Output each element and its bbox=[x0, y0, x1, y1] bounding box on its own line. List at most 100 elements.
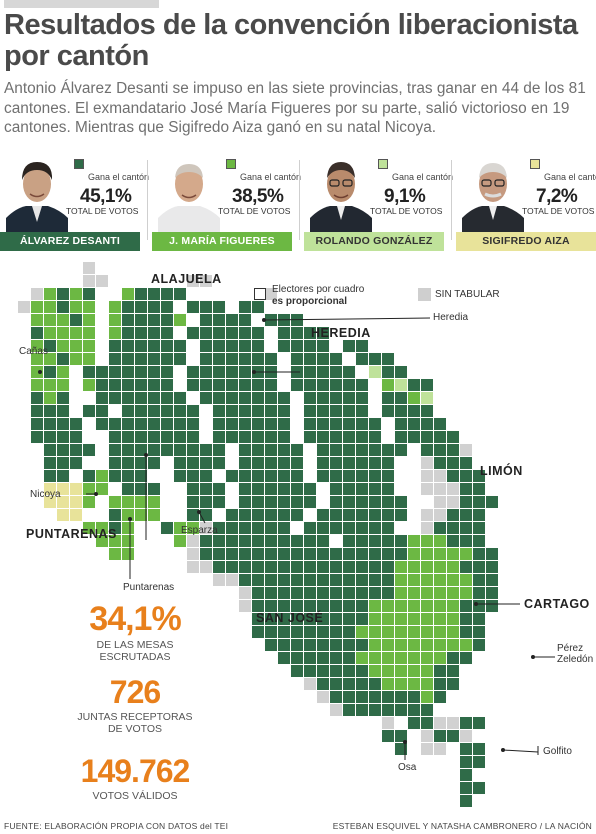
candidate-photo-figueres bbox=[158, 152, 220, 232]
map-cell bbox=[382, 535, 394, 547]
map-cell bbox=[343, 574, 355, 586]
map-cell bbox=[57, 457, 69, 469]
map-cell bbox=[278, 600, 290, 612]
map-cell bbox=[161, 366, 173, 378]
map-cell bbox=[434, 652, 446, 664]
map-cell bbox=[330, 418, 342, 430]
map-cell bbox=[200, 366, 212, 378]
map-cell bbox=[83, 353, 95, 365]
map-cell bbox=[187, 509, 199, 521]
map-cell bbox=[291, 379, 303, 391]
map-cell bbox=[239, 587, 251, 599]
map-cell bbox=[57, 353, 69, 365]
map-cell bbox=[421, 483, 433, 495]
map-cell bbox=[447, 535, 459, 547]
map-cell bbox=[135, 509, 147, 521]
map-cell bbox=[382, 600, 394, 612]
map-cell bbox=[265, 444, 277, 456]
map-cell bbox=[213, 561, 225, 573]
map-cell bbox=[317, 600, 329, 612]
map-cell bbox=[330, 353, 342, 365]
map-cell bbox=[239, 327, 251, 339]
map-cell bbox=[356, 678, 368, 690]
map-cell bbox=[200, 496, 212, 508]
map-cell bbox=[135, 327, 147, 339]
map-cell bbox=[239, 392, 251, 404]
map-cell bbox=[382, 730, 394, 742]
map-cell bbox=[291, 509, 303, 521]
candidate-wins-label: Gana el cantón bbox=[544, 172, 596, 182]
map-cell bbox=[356, 379, 368, 391]
map-cell bbox=[395, 418, 407, 430]
map-cell bbox=[343, 496, 355, 508]
map-cell bbox=[70, 314, 82, 326]
canton-grid-map bbox=[18, 262, 555, 807]
map-cell bbox=[421, 509, 433, 521]
map-cell bbox=[395, 561, 407, 573]
map-cell bbox=[44, 431, 56, 443]
map-cell bbox=[447, 431, 459, 443]
map-cell bbox=[213, 353, 225, 365]
map-cell bbox=[31, 301, 43, 313]
map-cell bbox=[473, 782, 485, 794]
map-cell bbox=[200, 301, 212, 313]
map-cell bbox=[356, 418, 368, 430]
map-cell bbox=[369, 613, 381, 625]
map-cell bbox=[447, 548, 459, 560]
canton-label-puntarenas: Puntarenas bbox=[123, 582, 175, 593]
map-cell bbox=[421, 561, 433, 573]
map-cell bbox=[460, 743, 472, 755]
map-cell bbox=[356, 353, 368, 365]
map-cell bbox=[278, 652, 290, 664]
map-cell bbox=[486, 496, 498, 508]
map-cell bbox=[83, 262, 95, 274]
map-cell bbox=[200, 470, 212, 482]
map-cell bbox=[330, 613, 342, 625]
map-cell bbox=[109, 366, 121, 378]
map-cell bbox=[382, 665, 394, 677]
map-cell bbox=[252, 574, 264, 586]
map-cell bbox=[395, 613, 407, 625]
map-cell bbox=[122, 535, 134, 547]
map-cell bbox=[252, 405, 264, 417]
map-cell bbox=[317, 678, 329, 690]
map-cell bbox=[239, 340, 251, 352]
map-cell bbox=[226, 340, 238, 352]
map-cell bbox=[421, 717, 433, 729]
map-cell bbox=[408, 613, 420, 625]
stat-juntas: 726 JUNTAS RECEPTORAS DE VOTOS bbox=[50, 676, 220, 735]
map-cell bbox=[161, 392, 173, 404]
map-cell bbox=[265, 418, 277, 430]
map-cell bbox=[382, 392, 394, 404]
map-cell bbox=[265, 509, 277, 521]
map-cell bbox=[382, 717, 394, 729]
map-cell bbox=[174, 470, 186, 482]
map-cell bbox=[239, 561, 251, 573]
map-cell bbox=[187, 483, 199, 495]
map-cell bbox=[369, 496, 381, 508]
stat-caption: JUNTAS RECEPTORAS bbox=[77, 711, 193, 723]
map-cell bbox=[291, 613, 303, 625]
map-cell bbox=[473, 600, 485, 612]
map-cell bbox=[369, 600, 381, 612]
map-cell bbox=[356, 496, 368, 508]
map-cell bbox=[57, 496, 69, 508]
map-cell bbox=[96, 470, 108, 482]
map-cell bbox=[356, 548, 368, 560]
map-cell bbox=[265, 561, 277, 573]
map-cell bbox=[161, 522, 173, 534]
map-cell bbox=[200, 327, 212, 339]
map-cell bbox=[369, 457, 381, 469]
map-cell bbox=[317, 574, 329, 586]
map-cell bbox=[330, 366, 342, 378]
top-rule bbox=[4, 0, 159, 8]
map-cell bbox=[473, 743, 485, 755]
map-cell bbox=[44, 483, 56, 495]
map-cell bbox=[148, 301, 160, 313]
map-cell bbox=[187, 561, 199, 573]
map-cell bbox=[187, 366, 199, 378]
map-cell bbox=[356, 405, 368, 417]
map-cell bbox=[252, 509, 264, 521]
candidate-photo-alvarez bbox=[6, 152, 68, 232]
map-cell bbox=[421, 665, 433, 677]
